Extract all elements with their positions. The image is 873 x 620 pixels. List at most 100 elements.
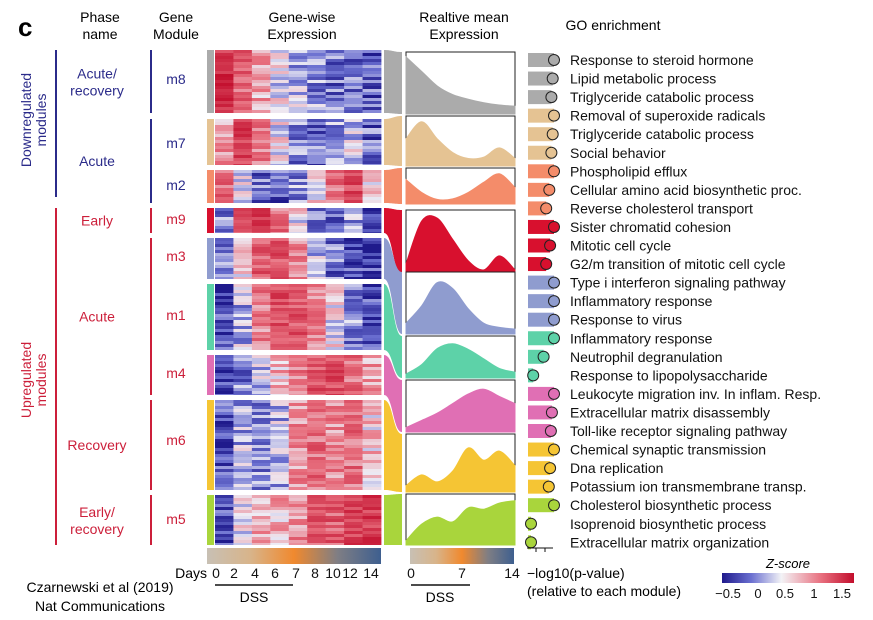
heatmap-cell bbox=[325, 50, 345, 53]
go-term-row: Triglyceride catabolic process bbox=[528, 126, 754, 142]
heatmap-cell bbox=[325, 259, 345, 262]
heatmap-cell bbox=[233, 409, 253, 412]
go-enrichment-dot bbox=[548, 499, 560, 512]
heatmap-cell bbox=[215, 158, 234, 161]
heatmap-cell bbox=[288, 197, 308, 200]
heatmap-cell bbox=[307, 332, 327, 335]
heatmap-cell bbox=[288, 525, 308, 528]
heatmap-cell bbox=[344, 191, 363, 194]
heatmap-cell bbox=[307, 128, 327, 131]
heatmap-cell bbox=[270, 86, 290, 89]
heatmap-cell bbox=[344, 478, 363, 481]
heatmap-cell bbox=[215, 176, 234, 179]
heatmap-cell bbox=[325, 284, 345, 287]
heatmap-cell bbox=[288, 104, 308, 107]
go-enrichment-dot bbox=[548, 443, 560, 456]
heatmap-cell bbox=[288, 388, 308, 391]
heatmap-cell bbox=[325, 510, 345, 513]
heatmap-cell bbox=[307, 436, 327, 439]
heatmap-cell bbox=[288, 329, 308, 332]
heatmap-cell bbox=[325, 247, 345, 250]
heatmap-cell bbox=[251, 268, 271, 271]
heatmap-cell bbox=[270, 495, 290, 498]
heatmap-cell bbox=[233, 433, 253, 436]
heatmap-cell bbox=[233, 119, 253, 122]
heatmap-cell bbox=[270, 525, 290, 528]
heatmap-cell bbox=[270, 385, 290, 388]
heatmap-cell bbox=[270, 484, 290, 487]
mean-panel-m7 bbox=[405, 115, 516, 167]
heatmap-cell bbox=[270, 293, 290, 296]
phase-label-line2: recovery bbox=[70, 83, 124, 99]
heatmap-cell bbox=[215, 373, 234, 376]
heatmap-cell bbox=[362, 460, 382, 463]
heatmap-cell bbox=[251, 71, 271, 74]
heatmap-cell bbox=[251, 302, 271, 305]
heatmap-cell bbox=[325, 388, 345, 391]
heatmap-cell bbox=[215, 424, 234, 427]
heatmap-cell bbox=[344, 495, 363, 498]
heatmap-cell bbox=[362, 364, 382, 367]
heatmap-cell bbox=[307, 296, 327, 299]
heatmap-cell bbox=[325, 211, 345, 214]
module-label-m3: m3 bbox=[166, 248, 186, 264]
heatmap-cell bbox=[344, 110, 363, 113]
heatmap-cell bbox=[362, 442, 382, 445]
heatmap-cell bbox=[325, 534, 345, 537]
heatmap-cell bbox=[344, 519, 363, 522]
heatmap-cell bbox=[270, 433, 290, 436]
heatmap-cell bbox=[325, 320, 345, 323]
heatmap-cell bbox=[233, 223, 253, 226]
heatmap-cell bbox=[251, 475, 271, 478]
heatmap-cell bbox=[325, 448, 345, 451]
heatmap-cell bbox=[307, 140, 327, 143]
heatmap-cell bbox=[233, 188, 253, 191]
heatmap-cell bbox=[325, 59, 345, 62]
go-term-label: Response to virus bbox=[570, 312, 682, 328]
heatmap-cell bbox=[344, 475, 363, 478]
heatmap-cell bbox=[215, 56, 234, 59]
heatmap-cell bbox=[344, 62, 363, 65]
heatmap-cell bbox=[325, 436, 345, 439]
heatmap-cell bbox=[251, 253, 271, 256]
heatmap-cell bbox=[233, 59, 253, 62]
heatmap-cell bbox=[325, 77, 345, 80]
heatmap-cell bbox=[307, 238, 327, 241]
heatmap-cell bbox=[344, 128, 363, 131]
go-enrichment-dot bbox=[525, 517, 537, 530]
heatmap-cell bbox=[251, 65, 271, 68]
heatmap-cell bbox=[307, 179, 327, 182]
heatmap-cell bbox=[233, 86, 253, 89]
heatmap-cell bbox=[288, 421, 308, 424]
heatmap-cell bbox=[251, 158, 271, 161]
heatmap-cell bbox=[288, 412, 308, 415]
heatmap-cell bbox=[270, 501, 290, 504]
heatmap-cell bbox=[307, 164, 327, 165]
heatmap-cell bbox=[251, 382, 271, 385]
heatmap-cell bbox=[233, 531, 253, 534]
heatmap-cell bbox=[325, 504, 345, 507]
heatmap-cell bbox=[288, 74, 308, 77]
days-tick-label: 2 bbox=[230, 565, 238, 581]
heatmap-cell bbox=[307, 400, 327, 403]
heatmap-cell bbox=[362, 194, 382, 197]
heatmap-cell bbox=[288, 128, 308, 131]
heatmap-cell bbox=[270, 262, 290, 265]
heatmap-cell bbox=[362, 104, 382, 107]
heatmap-cell bbox=[270, 65, 290, 68]
heatmap-cell bbox=[251, 522, 271, 525]
heatmap-cell bbox=[270, 185, 290, 188]
heatmap-cell bbox=[233, 498, 253, 501]
heatmap-cell bbox=[344, 487, 363, 490]
heatmap-cell bbox=[288, 391, 308, 394]
heatmap-block-m7 bbox=[215, 119, 382, 165]
heatmap-cell bbox=[307, 89, 327, 92]
heatmap-cell bbox=[344, 125, 363, 128]
heatmap-cell bbox=[215, 53, 234, 56]
heatmap-cell bbox=[288, 433, 308, 436]
heatmap-cell bbox=[344, 277, 363, 279]
heatmap-cell bbox=[270, 418, 290, 421]
gene-wise-heatmap bbox=[207, 50, 382, 545]
heatmap-cell bbox=[288, 540, 308, 543]
go-enrichment-dot bbox=[545, 91, 558, 104]
